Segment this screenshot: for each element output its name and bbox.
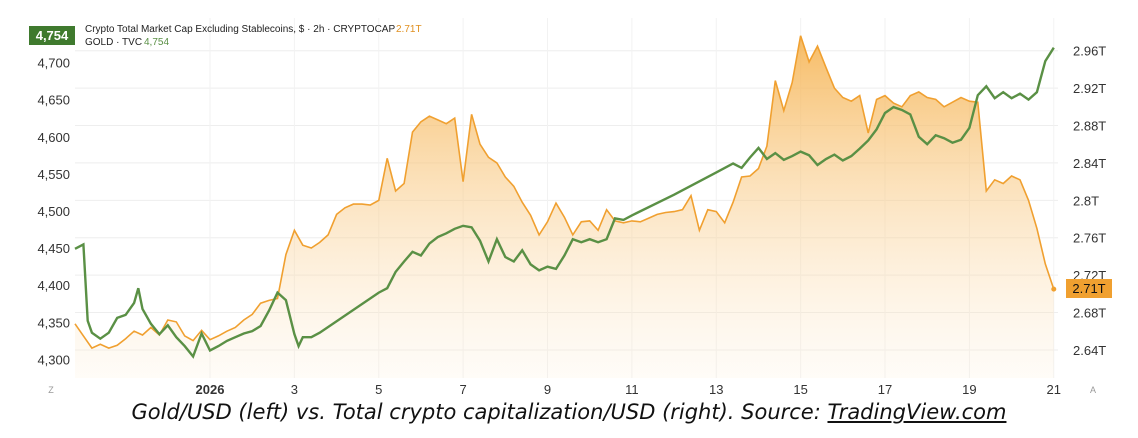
x-tick-label: 11 (625, 382, 639, 397)
right-tick-label: 2.68T (1073, 306, 1106, 321)
left-tick-label: 4,300 (37, 352, 70, 367)
legend-crypto-value: 2.71T (396, 24, 422, 35)
left-tick-label: 4,350 (37, 315, 70, 330)
crypto-badge-value: 2.71T (1072, 281, 1105, 296)
right-tick-label: 2.8T (1073, 193, 1099, 208)
right-tick-label: 2.64T (1073, 343, 1106, 358)
crypto-price-badge: 2.71T (1066, 279, 1112, 298)
legend-gold-value: 4,754 (144, 37, 169, 48)
legend-crypto-label: Crypto Total Market Cap Excluding Stable… (85, 24, 395, 35)
caption-text: Gold/USD (left) vs. Total crypto capital… (131, 400, 828, 424)
crypto-last-point (1051, 286, 1057, 292)
gold-price-badge: 4,754 (29, 26, 75, 45)
left-tick-label: 4,650 (37, 93, 70, 108)
corner-mark-left: Z (48, 385, 54, 395)
right-tick-label: 2.92T (1073, 81, 1106, 96)
gold-series-line (74, 47, 1055, 359)
x-tick-label: 19 (962, 382, 976, 397)
crypto-area (75, 35, 1054, 379)
left-tick-label: 4,700 (37, 56, 70, 71)
x-tick-label: 15 (793, 382, 807, 397)
x-axis: 2026 3 5 7 9 11 13 15 17 19 21 (196, 382, 1061, 397)
left-axis: 4,300 4,350 4,400 4,450 4,500 4,550 4,600 4,650… (37, 56, 70, 368)
right-tick-label: 2.96T (1073, 44, 1106, 59)
source-link[interactable]: TradingView.com (827, 400, 1007, 424)
x-tick-label: 7 (460, 382, 467, 397)
left-tick-label: 4,550 (37, 167, 70, 182)
right-tick-label: 2.76T (1073, 231, 1106, 246)
x-tick-label: 21 (1047, 382, 1061, 397)
left-tick-label: 4,450 (37, 241, 70, 256)
caption: Gold/USD (left) vs. Total crypto capital… (0, 400, 1138, 424)
legend-gold-label: GOLD · TVC (85, 37, 142, 48)
legend: Crypto Total Market Cap Excluding Stable… (85, 24, 422, 48)
left-tick-label: 4,500 (37, 204, 70, 219)
right-tick-label: 2.84T (1073, 156, 1106, 171)
left-tick-label: 4,600 (37, 130, 70, 145)
x-tick-label: 2026 (196, 382, 225, 397)
left-tick-label: 4,400 (37, 278, 70, 293)
x-tick-label: 9 (544, 382, 551, 397)
chart: 4,300 4,350 4,400 4,450 4,500 4,550 4,600 4,650… (29, 18, 1112, 397)
x-tick-label: 3 (291, 382, 298, 397)
corner-mark-right: A (1090, 385, 1096, 395)
crypto-series-line (74, 35, 1055, 350)
x-tick-label: 13 (709, 382, 723, 397)
x-tick-label: 5 (375, 382, 382, 397)
right-axis: 2.64T2.68T2.72T2.76T2.8T2.84T2.88T2.92T2… (1073, 44, 1106, 358)
right-tick-label: 2.88T (1073, 119, 1106, 134)
gold-badge-value: 4,754 (36, 28, 69, 43)
x-tick-label: 17 (878, 382, 892, 397)
